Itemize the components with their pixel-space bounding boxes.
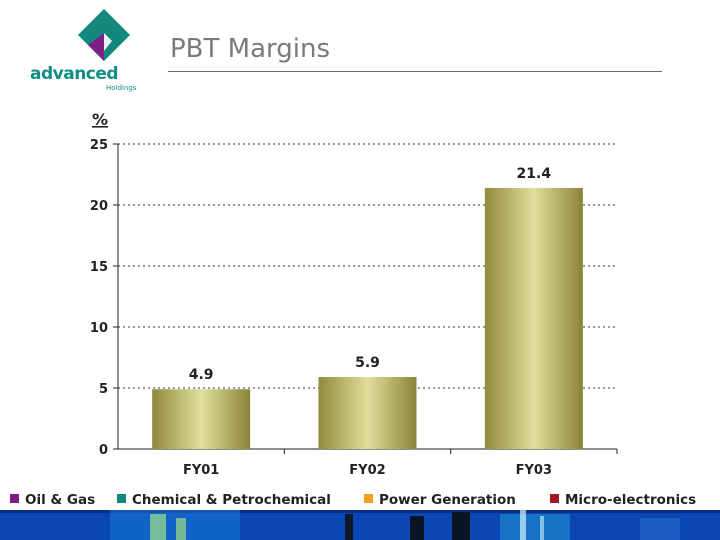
company-logo: advanced Holdings: [24, 6, 144, 98]
data-label: 21.4: [517, 166, 552, 182]
legend-swatch-icon: [117, 494, 126, 503]
legend-item: Power Generation: [364, 492, 516, 508]
legend-label: Oil & Gas: [25, 492, 96, 508]
legend-label: Micro-electronics: [565, 492, 697, 508]
bar: [484, 187, 583, 450]
y-tick-label: 25: [90, 138, 108, 153]
y-tick-label: 15: [90, 260, 108, 275]
bar-chart: 0 5 10 15 20 25% 4.9 FY01 5.9 FY02 21.4 FY03: [90, 110, 618, 478]
page-title: PBT Margins: [170, 34, 331, 64]
legend-label: Power Generation: [379, 492, 516, 508]
y-tick-label: 5: [99, 382, 108, 397]
logo-diamond-icon: [78, 9, 130, 61]
y-axis-label: %: [92, 110, 108, 129]
y-tick-label: 0: [99, 443, 108, 458]
bar: [318, 377, 417, 449]
logo-subtext: Holdings: [106, 84, 137, 92]
legend-item: Micro-electronics: [550, 492, 696, 508]
legend-item: Chemical & Petrochemical: [117, 492, 331, 508]
logo-text: advanced: [30, 64, 119, 84]
legend: Oil & Gas Chemical & Petrochemical Power G…: [10, 492, 715, 510]
footer-image: [0, 510, 720, 540]
data-label: 4.9: [189, 367, 214, 383]
data-label: 5.9: [355, 355, 380, 371]
x-tick-label: FY01: [183, 463, 219, 478]
legend-swatch-icon: [550, 494, 559, 503]
y-tick-label: 20: [90, 199, 108, 214]
legend-label: Chemical & Petrochemical: [132, 492, 331, 508]
x-tick-label: FY03: [516, 463, 552, 478]
footer-banner: [0, 510, 720, 540]
bar: [152, 389, 251, 449]
title-divider: [168, 71, 662, 72]
y-tick-label: 10: [90, 321, 108, 336]
legend-item: Oil & Gas: [10, 492, 95, 508]
legend-swatch-icon: [364, 494, 373, 503]
legend-swatch-icon: [10, 494, 19, 503]
x-tick-label: FY02: [349, 463, 385, 478]
